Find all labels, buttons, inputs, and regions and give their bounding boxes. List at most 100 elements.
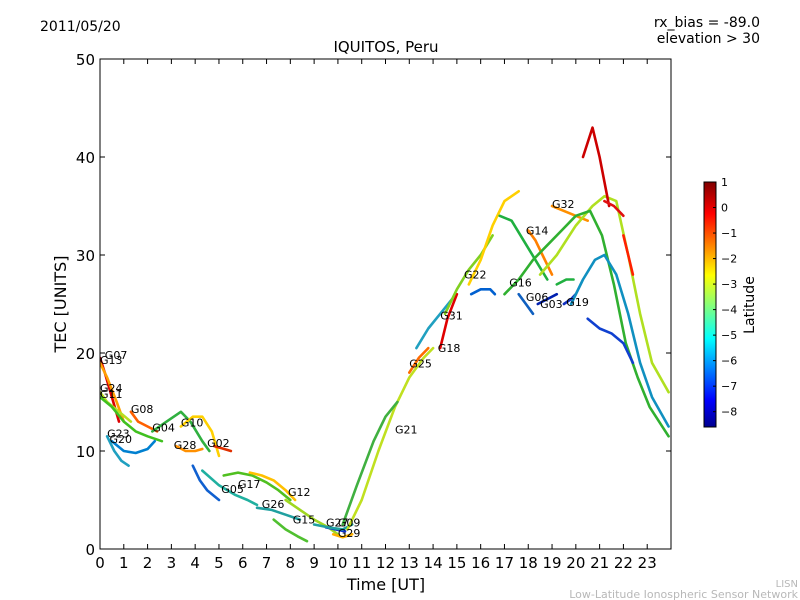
series-line-20 — [331, 532, 354, 539]
x-tick-label: 15 — [447, 554, 466, 572]
series-line-35 — [538, 194, 670, 394]
x-tick-label: 18 — [519, 554, 538, 572]
series-line-10 — [212, 444, 233, 453]
x-axis: 0 1 2 3 4 5 6 7 8 9 10 11 12 13 14 15 16 17 18 19 20 21 22 23 — [95, 59, 657, 572]
x-tick-label: 19 — [542, 554, 561, 572]
date-label: 2011/05/20 — [40, 19, 121, 35]
y-tick-label: 40 — [76, 149, 95, 167]
series-line-39 — [622, 234, 635, 276]
series-line-25 — [415, 297, 454, 350]
footer-lisn: LISN — [776, 579, 798, 590]
series-line-13 — [222, 471, 292, 502]
series-line-6 — [129, 410, 159, 433]
series-line-42 — [555, 278, 575, 286]
series-line-9 — [174, 444, 204, 453]
y-tick-label: 0 — [85, 541, 95, 559]
colorbar-tick-label: −4 — [721, 304, 737, 317]
colorbar-tick-label: −2 — [721, 253, 737, 266]
x-tick-label: 16 — [471, 554, 490, 572]
series-line-40 — [569, 253, 670, 428]
chart-title: IQUITOS, Peru — [333, 38, 438, 56]
sat-label: G29 — [338, 527, 361, 540]
sat-label: G10 — [181, 417, 204, 430]
x-tick-label: 14 — [424, 554, 443, 572]
sat-label: G32 — [552, 198, 575, 211]
sat-label: G04 — [152, 421, 175, 434]
sat-label: G19 — [566, 296, 589, 309]
series-line-28 — [469, 287, 497, 296]
series-line-36 — [503, 209, 670, 438]
colorbar-tick-label: −8 — [721, 406, 737, 419]
sat-label: G11 — [100, 388, 123, 401]
y-tick-label: 50 — [76, 51, 95, 69]
series-line-14 — [248, 471, 297, 502]
series-line-8 — [179, 415, 221, 458]
series-line-37 — [581, 126, 611, 208]
sat-label: G02 — [207, 437, 230, 450]
x-tick-label: 23 — [638, 554, 657, 572]
series-line-29 — [498, 214, 549, 281]
x-tick-label: 3 — [167, 554, 177, 572]
y-axis-label: TEC [UNITS] — [51, 256, 70, 354]
series-line-21 — [346, 346, 435, 531]
sat-label: G28 — [174, 439, 197, 452]
y-tick-label: 30 — [76, 247, 95, 265]
colorbar-tick-label: −3 — [721, 278, 737, 291]
series-line-41 — [586, 317, 635, 365]
series-line-22 — [341, 400, 399, 526]
x-tick-label: 4 — [190, 554, 200, 572]
sat-label: G20 — [110, 433, 133, 446]
sat-label: G22 — [464, 269, 487, 282]
series-line-24 — [438, 292, 459, 350]
sat-label: G24 — [100, 382, 123, 395]
colorbar-ticks: 1 0 −1 −2 −3 −4 −5 −6 −7 −8 — [713, 176, 737, 419]
sat-label: G17 — [238, 478, 261, 491]
sat-label: G27 — [326, 517, 349, 530]
sat-label: G08 — [131, 403, 154, 416]
x-tick-label: 10 — [328, 554, 347, 572]
y-axis: 0 10 20 30 40 50 — [76, 51, 671, 559]
sat-label: G12 — [288, 486, 311, 499]
sat-label: G16 — [509, 276, 532, 289]
colorbar-tick-label: −1 — [721, 227, 737, 240]
x-tick-label: 11 — [352, 554, 371, 572]
footer-network-name: Low-Latitude Ionospheric Sensor Network — [569, 588, 798, 600]
y-tick-label: 10 — [76, 443, 95, 461]
x-tick-label: 22 — [614, 554, 633, 572]
series-line-17 — [272, 518, 309, 543]
y-tick-label: 20 — [76, 345, 95, 363]
x-tick-label: 17 — [495, 554, 514, 572]
sat-label: G31 — [440, 310, 463, 323]
sat-label: G26 — [262, 498, 285, 511]
sat-label: G18 — [438, 342, 461, 355]
series-line-27 — [467, 190, 521, 286]
sat-label: G03 — [540, 298, 563, 311]
series-line-11 — [201, 469, 259, 507]
x-tick-label: 2 — [143, 554, 153, 572]
sat-label: G14 — [526, 224, 549, 237]
series-line-15 — [255, 506, 302, 521]
series-line-31 — [517, 292, 535, 316]
x-tick-label: 9 — [309, 554, 319, 572]
sat-label: G23 — [107, 427, 130, 440]
colorbar-gradient — [703, 181, 717, 428]
colorbar-label: Latitude — [742, 276, 758, 334]
x-tick-label: 20 — [566, 554, 585, 572]
x-tick-label: 21 — [590, 554, 609, 572]
series-line-32 — [536, 292, 559, 306]
x-tick-label: 12 — [376, 554, 395, 572]
sat-label: G25 — [409, 358, 432, 371]
colorbar-tick-label: 1 — [721, 176, 728, 189]
sat-label: G13 — [100, 354, 123, 367]
x-tick-label: 6 — [238, 554, 248, 572]
sat-label: G06 — [526, 291, 549, 304]
colorbar-tick-label: −7 — [721, 380, 737, 393]
colorbar-tick-label: −5 — [721, 329, 737, 342]
series-layer — [100, 126, 670, 543]
sat-label: G15 — [293, 514, 316, 527]
x-axis-label: Time [UT] — [346, 575, 425, 594]
x-tick-label: 7 — [262, 554, 272, 572]
sat-label: G07 — [105, 349, 128, 362]
colorbar: 1 0 −1 −2 −3 −4 −5 −6 −7 −8 Latitude — [703, 176, 758, 428]
